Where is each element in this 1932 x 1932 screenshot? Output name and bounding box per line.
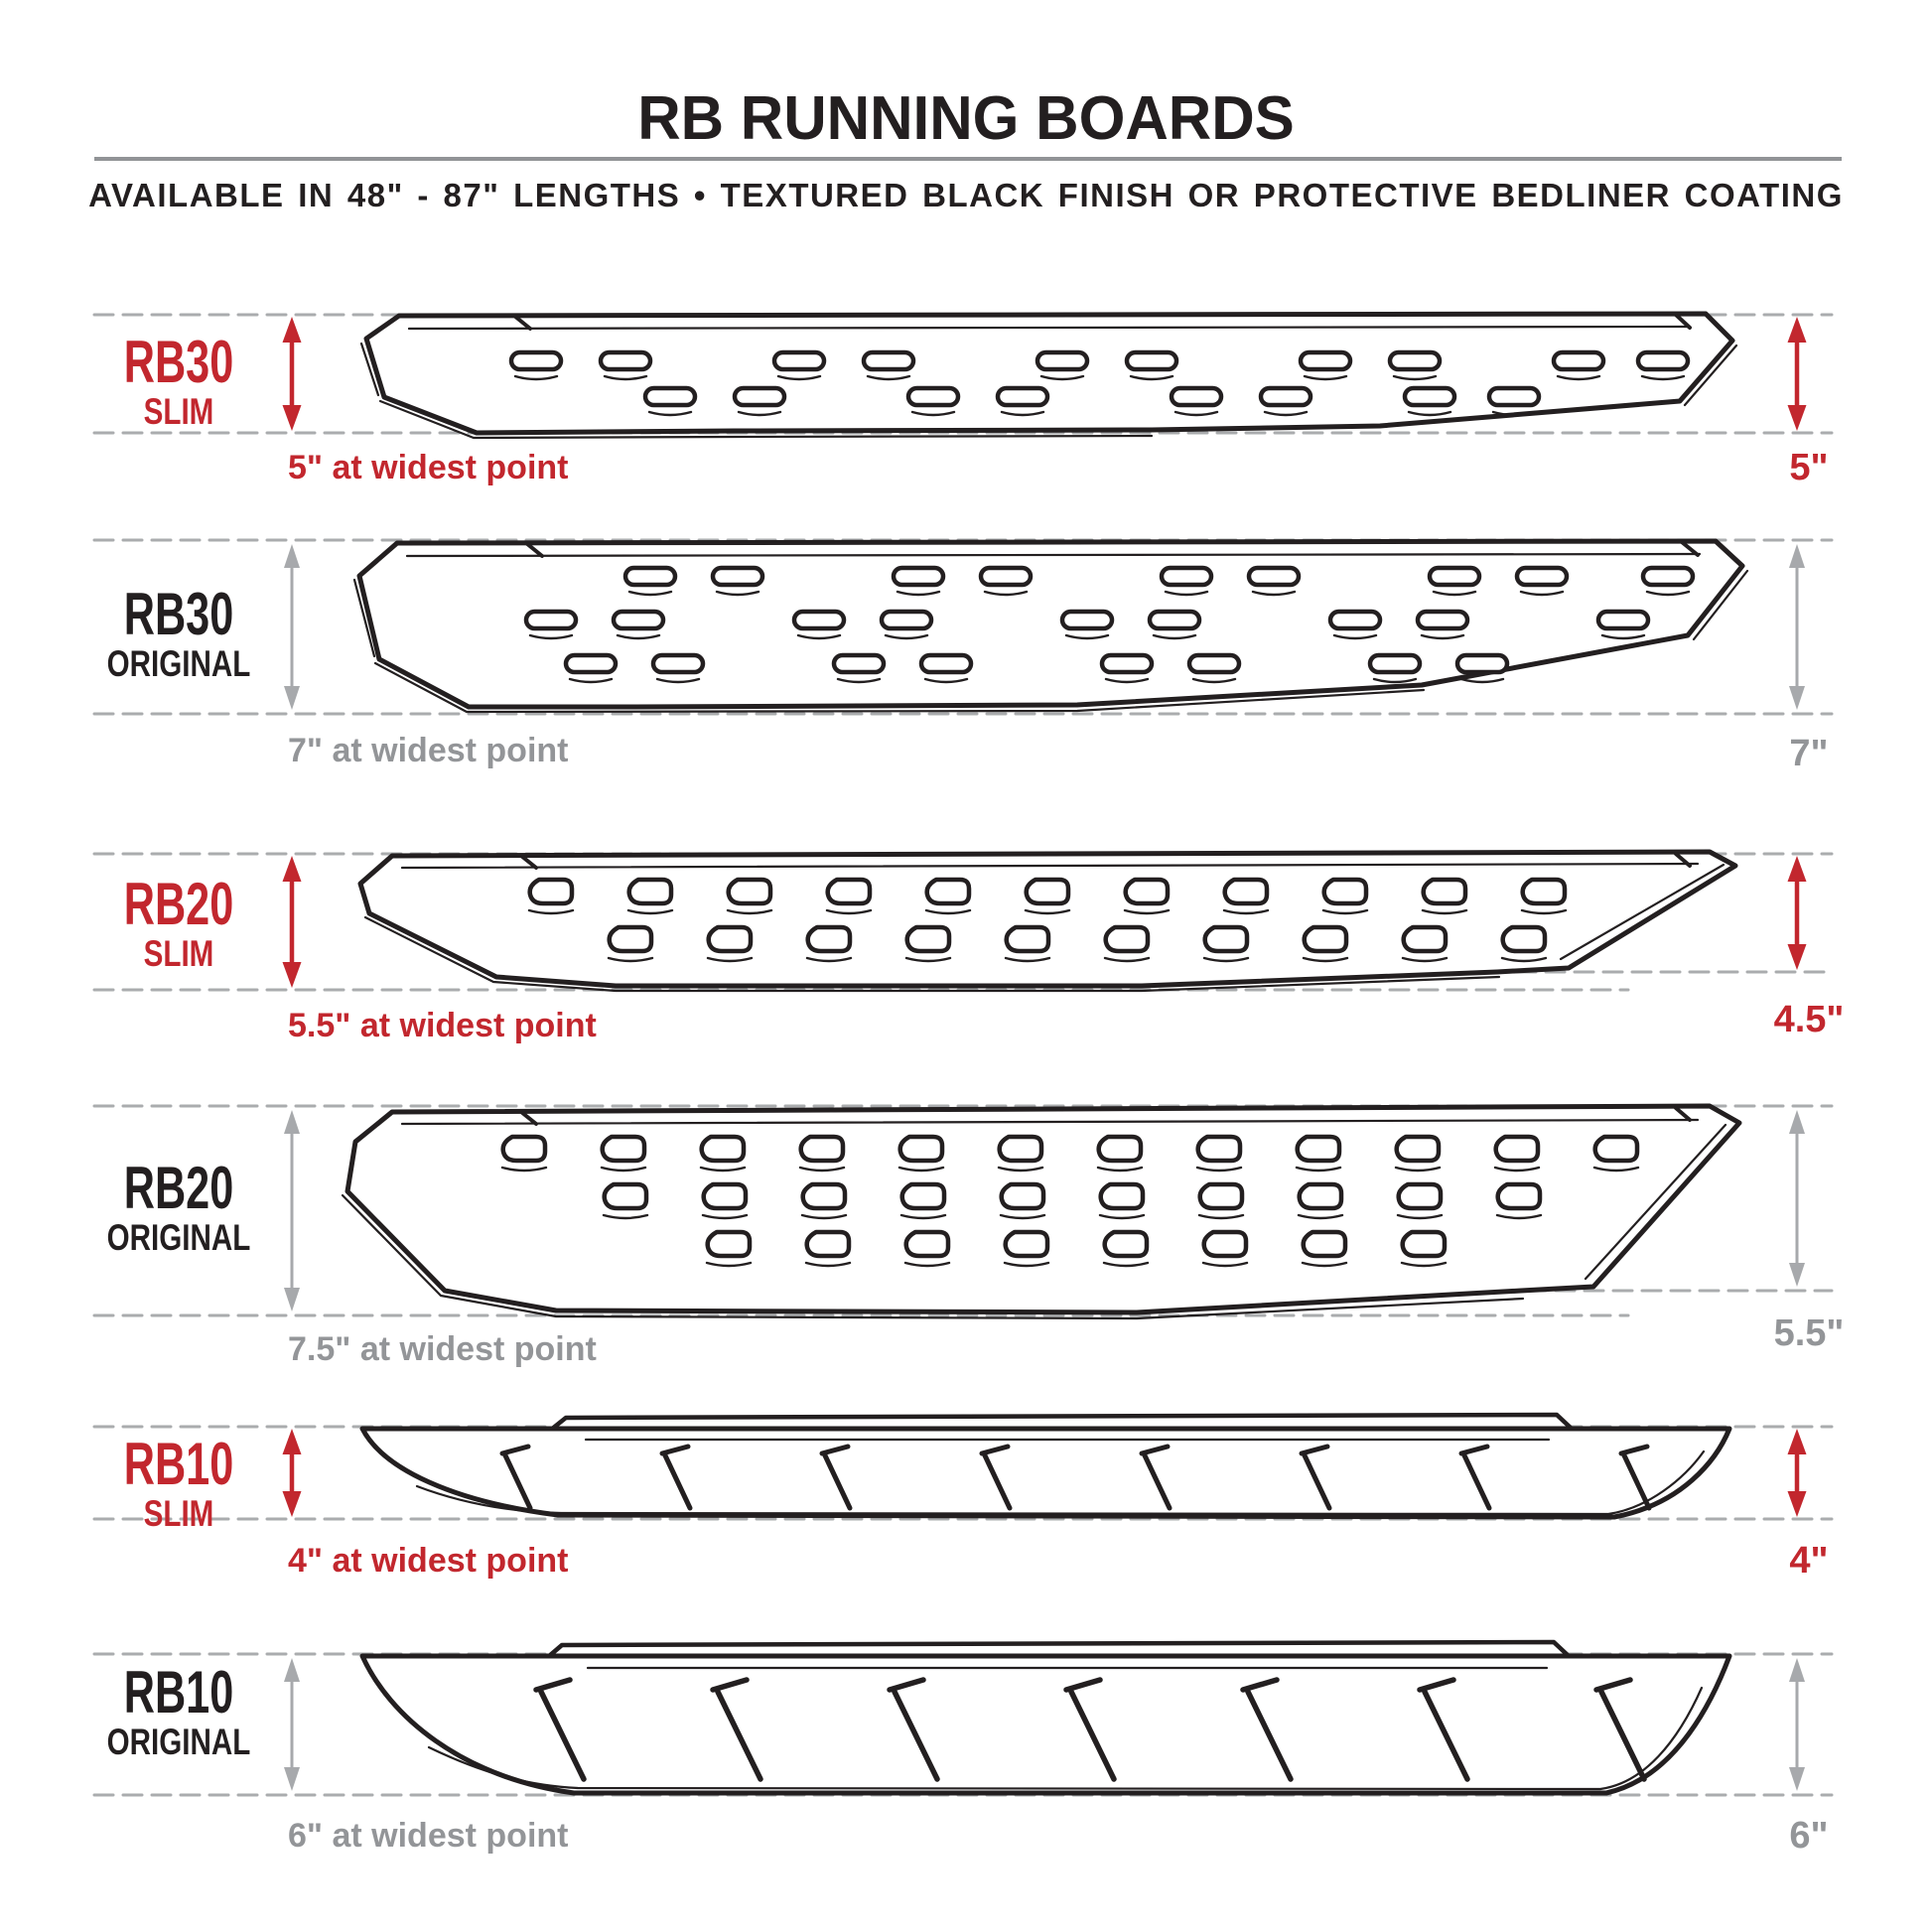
model-label-rb30-original: RB30 ORIGINAL <box>40 581 318 684</box>
caption-rb10-slim: 4" at widest point <box>288 1542 569 1580</box>
model-label-rb20-original: RB20 ORIGINAL <box>40 1155 318 1258</box>
dim-label-rb30-slim: 5" <box>1789 447 1829 488</box>
model-variant: ORIGINAL <box>106 1217 251 1258</box>
caption-rb20-original: 7.5" at widest point <box>288 1330 597 1368</box>
rb10-slim-drawing <box>359 1412 1732 1520</box>
model-label-rb30-slim: RB30 SLIM <box>40 329 318 432</box>
rb20-original-drawing <box>341 1103 1742 1320</box>
model-name: RB30 <box>123 581 234 647</box>
model-variant: SLIM <box>143 1493 214 1534</box>
model-label-rb10-original: RB10 ORIGINAL <box>40 1659 318 1762</box>
rb30-slim-arrows <box>282 317 1807 431</box>
model-label-rb10-slim: RB10 SLIM <box>40 1431 318 1534</box>
model-name: RB20 <box>123 1155 234 1221</box>
rb20-slim-drawing <box>357 849 1738 993</box>
rb30-original-arrows <box>284 544 1805 710</box>
rb10-slim-arrows <box>282 1429 1807 1517</box>
rb20-slim-arrows <box>282 856 1807 988</box>
dim-label-rb30-original: 7" <box>1789 733 1829 774</box>
caption-rb20-slim: 5.5" at widest point <box>288 1007 597 1044</box>
model-name: RB30 <box>123 329 234 395</box>
model-name: RB10 <box>123 1659 234 1725</box>
caption-rb30-original: 7" at widest point <box>288 732 569 769</box>
title-divider <box>94 157 1842 161</box>
rb30-slim-drawing <box>359 311 1738 440</box>
model-variant: SLIM <box>143 391 214 432</box>
model-name: RB10 <box>123 1431 234 1497</box>
rb10-original-drawing <box>359 1639 1732 1796</box>
dim-label-rb10-original: 6" <box>1789 1815 1829 1857</box>
page-subtitle: AVAILABLE IN 48" - 87" LENGTHS • TEXTURE… <box>88 177 1844 213</box>
rb20-original-arrows <box>284 1110 1805 1311</box>
model-name: RB20 <box>123 871 234 937</box>
model-variant: ORIGINAL <box>106 1722 251 1762</box>
caption-rb10-original: 6" at widest point <box>288 1817 569 1855</box>
dim-label-rb20-slim: 4.5" <box>1773 999 1845 1040</box>
model-variant: ORIGINAL <box>106 643 251 684</box>
page-title: RB RUNNING BOARDS <box>637 84 1295 153</box>
model-variant: SLIM <box>143 933 214 974</box>
model-label-rb20-slim: RB20 SLIM <box>40 871 318 974</box>
rb10-original-arrows <box>284 1658 1805 1791</box>
dim-label-rb20-original: 5.5" <box>1773 1312 1845 1354</box>
rb30-original-drawing <box>352 538 1749 714</box>
caption-rb30-slim: 5" at widest point <box>288 449 569 486</box>
dim-label-rb10-slim: 4" <box>1789 1540 1829 1582</box>
